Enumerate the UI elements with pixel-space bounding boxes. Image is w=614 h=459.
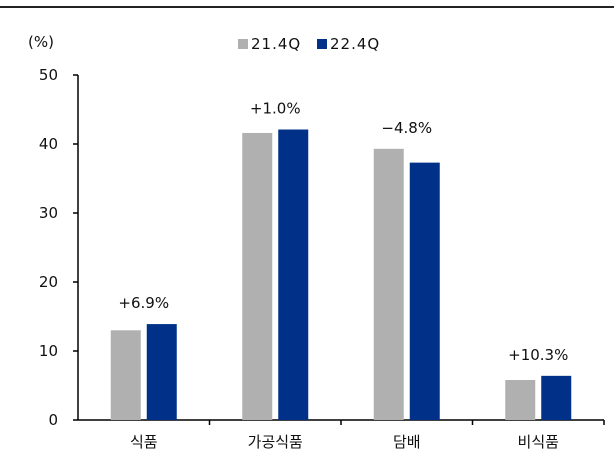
y-tick-label: 50 [39,66,58,84]
top-rule [0,6,614,8]
x-tick-label: 가공식품 [248,433,303,451]
change-annotation: +6.9% [118,294,169,312]
x-tick-label: 식품 [130,433,158,451]
bar-21-4Q-1 [242,132,273,420]
legend-swatch [317,39,327,49]
bar-22-4Q-1 [278,129,309,420]
legend-label: 21.4Q [251,35,301,53]
change-annotation: −4.8% [381,119,432,137]
legend-swatch [238,39,248,49]
bar-21-4Q-3 [505,379,536,420]
bar-22-4Q-2 [409,162,440,420]
bar-21-4Q-0 [110,330,141,420]
y-tick-label: 20 [39,273,58,291]
x-tick-label: 담배 [393,433,421,451]
y-ticks: 0 10 20 30 40 50 [39,66,78,429]
x-tick-label: 비식품 [518,433,559,451]
y-axis-unit-label: (%) [28,33,54,51]
change-annotation: +10.3% [508,346,568,364]
legend: 21.4Q 22.4Q [238,35,380,53]
y-tick-label: 10 [39,342,58,360]
legend-label: 22.4Q [330,35,380,53]
bar-22-4Q-3 [541,375,572,420]
bar-21-4Q-2 [373,148,404,420]
y-tick-label: 40 [39,135,58,153]
annotations: +6.9% +1.0% −4.8% +10.3% [118,100,568,364]
change-annotation: +1.0% [250,100,301,118]
y-tick-label: 30 [39,204,58,222]
y-tick-label: 0 [48,411,58,429]
bars [110,129,572,420]
x-tick-labels: 식품 가공식품 담배 비식품 [130,420,605,451]
bar-22-4Q-0 [146,324,177,420]
